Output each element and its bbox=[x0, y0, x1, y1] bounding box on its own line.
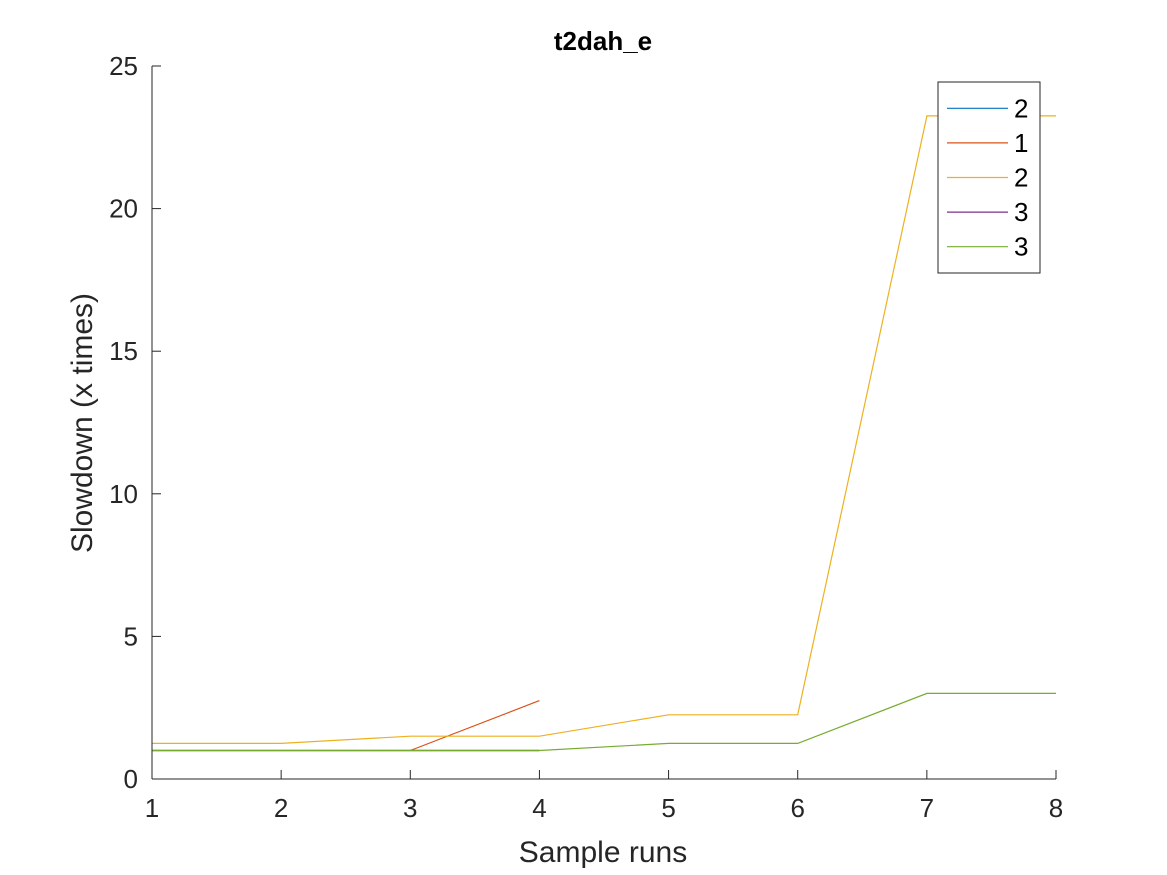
x-tick-label: 2 bbox=[274, 793, 288, 823]
x-tick-label: 1 bbox=[145, 793, 159, 823]
y-tick-label: 5 bbox=[124, 621, 138, 651]
x-tick-label: 5 bbox=[661, 793, 675, 823]
x-tick-label: 6 bbox=[790, 793, 804, 823]
y-tick-label: 15 bbox=[109, 336, 138, 366]
series-line-2 bbox=[410, 700, 540, 752]
y-tick-label: 0 bbox=[124, 764, 138, 794]
legend-label: 1 bbox=[1014, 128, 1028, 158]
chart-title: t2dah_e bbox=[554, 26, 652, 56]
series-line-3 bbox=[152, 115, 1056, 745]
legend-label: 3 bbox=[1014, 232, 1028, 262]
legend-label: 2 bbox=[1014, 163, 1028, 193]
plot-area bbox=[152, 115, 1056, 752]
legend: 2 1 2 3 3 bbox=[937, 81, 1041, 274]
x-tick-label: 8 bbox=[1049, 793, 1063, 823]
legend-label: 3 bbox=[1014, 197, 1028, 227]
x-tick-label: 7 bbox=[920, 793, 934, 823]
series-line-5 bbox=[152, 692, 1056, 752]
y-axis-label: Slowdown (x times) bbox=[66, 293, 99, 553]
legend-label: 2 bbox=[1014, 93, 1028, 123]
y-tick-label: 10 bbox=[109, 479, 138, 509]
x-tick-label: 3 bbox=[403, 793, 417, 823]
x-axis-label: Sample runs bbox=[519, 836, 687, 869]
axes: 1 2 3 4 5 6 7 8 0 5 10 15 20 25 bbox=[109, 51, 1063, 823]
x-tick-label: 4 bbox=[532, 793, 546, 823]
y-tick-label: 20 bbox=[109, 194, 138, 224]
y-tick-label: 25 bbox=[109, 51, 138, 81]
